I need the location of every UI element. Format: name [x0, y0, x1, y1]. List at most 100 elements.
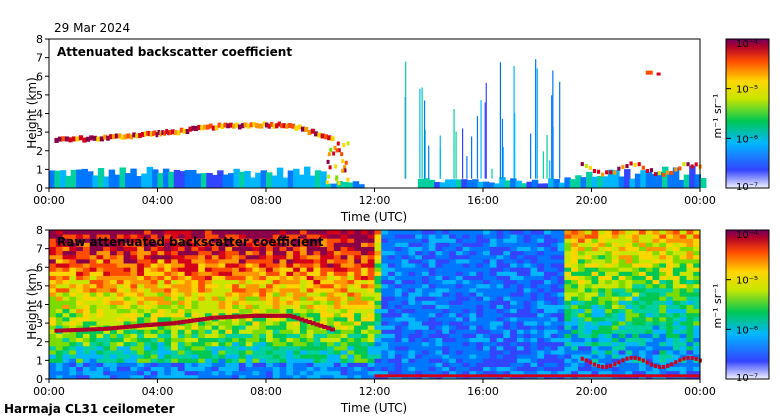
cloud-cell [678, 166, 682, 171]
aerosol-cell [103, 176, 110, 188]
raw-cell [516, 275, 525, 281]
raw-cell [333, 296, 341, 301]
raw-cell [354, 350, 362, 355]
raw-cell [171, 329, 179, 334]
raw-cell [177, 304, 186, 310]
raw-cell [150, 238, 158, 243]
raw-cell [476, 287, 484, 293]
raw-cell [489, 250, 497, 256]
raw-cell [266, 350, 274, 355]
aerosol-cell [211, 174, 219, 188]
raw-cell [510, 333, 518, 339]
raw-cell [306, 230, 314, 235]
raw-cell [571, 325, 579, 330]
raw-cell [489, 263, 497, 268]
raw-cell [96, 287, 104, 293]
raw-cell [327, 350, 335, 355]
raw-cell [103, 370, 111, 376]
raw-cell [313, 242, 321, 247]
raw-cell [354, 374, 362, 380]
raw-cell [415, 287, 423, 293]
raw-cell [191, 308, 199, 314]
raw-cell [49, 374, 57, 380]
raw-cell [415, 358, 423, 363]
raw-cell [557, 337, 565, 343]
raw-cell [198, 308, 206, 314]
raw-cell [266, 267, 274, 272]
raw-cell [489, 271, 497, 276]
raw-cell [360, 254, 369, 260]
raw-cell [143, 242, 152, 247]
cloud-cell [197, 124, 201, 130]
raw-cell [530, 304, 538, 310]
raw-cell [679, 325, 687, 330]
raw-cell [394, 312, 403, 318]
raw-cell [211, 258, 219, 264]
cloud-cell [96, 136, 101, 142]
raw-cell [232, 333, 240, 339]
raw-cell [245, 354, 253, 359]
raw-cell [130, 292, 138, 297]
raw-cell [137, 341, 145, 347]
precip-cell [346, 177, 350, 182]
raw-cell [232, 254, 240, 260]
raw-cell [130, 321, 138, 326]
raw-cell [360, 279, 369, 285]
raw-cell [618, 267, 626, 272]
cloud-cell [327, 135, 332, 141]
raw-cell [523, 325, 531, 330]
raw-cell [116, 337, 124, 343]
raw-cell [645, 345, 653, 351]
raw-cell [367, 321, 375, 326]
raw-cell [679, 312, 687, 318]
raw-cell [442, 246, 450, 252]
raw-cell [408, 366, 416, 372]
raw-cell [516, 350, 525, 355]
raw-cell [184, 370, 192, 376]
raw-cell [130, 308, 138, 314]
raw-cell [103, 358, 111, 363]
raw-cell [69, 337, 77, 343]
raw-cell [408, 246, 416, 252]
raw-cell [299, 362, 308, 367]
cloud-cell [649, 168, 654, 173]
raw-cell [360, 308, 369, 314]
raw-cell [272, 246, 280, 252]
raw-cell [428, 254, 436, 260]
raw-cell [191, 250, 199, 256]
raw-cell [394, 345, 403, 351]
raw-cell [184, 366, 192, 372]
raw-cell [693, 230, 701, 235]
cloud-cell [71, 136, 77, 142]
cloud-cell [86, 327, 92, 332]
raw-cell [327, 254, 335, 260]
raw-cell [483, 333, 491, 339]
raw-cell [652, 287, 660, 293]
raw-cell [137, 312, 145, 318]
raw-cell [686, 254, 694, 260]
raw-cell [204, 279, 213, 285]
raw-cell [259, 345, 267, 351]
raw-cell [672, 271, 681, 276]
raw-cell [428, 292, 436, 297]
raw-cell [103, 354, 111, 359]
raw-cell [360, 316, 369, 322]
raw-cell [679, 345, 687, 351]
raw-cell [598, 321, 606, 326]
raw-cell [110, 230, 118, 235]
raw-cell [455, 234, 464, 239]
raw-cell [455, 283, 464, 289]
raw-cell [123, 271, 131, 276]
raw-cell [245, 366, 253, 372]
raw-cell [299, 374, 308, 380]
raw-cell [340, 329, 348, 334]
cloud-cell [282, 123, 286, 129]
raw-cell [510, 366, 518, 372]
raw-cell [367, 358, 375, 363]
raw-cell [632, 263, 640, 268]
raw-cell [76, 304, 84, 310]
raw-cell [618, 279, 626, 285]
raw-cell [259, 366, 267, 372]
raw-cell [313, 230, 321, 235]
raw-cell [82, 350, 91, 355]
